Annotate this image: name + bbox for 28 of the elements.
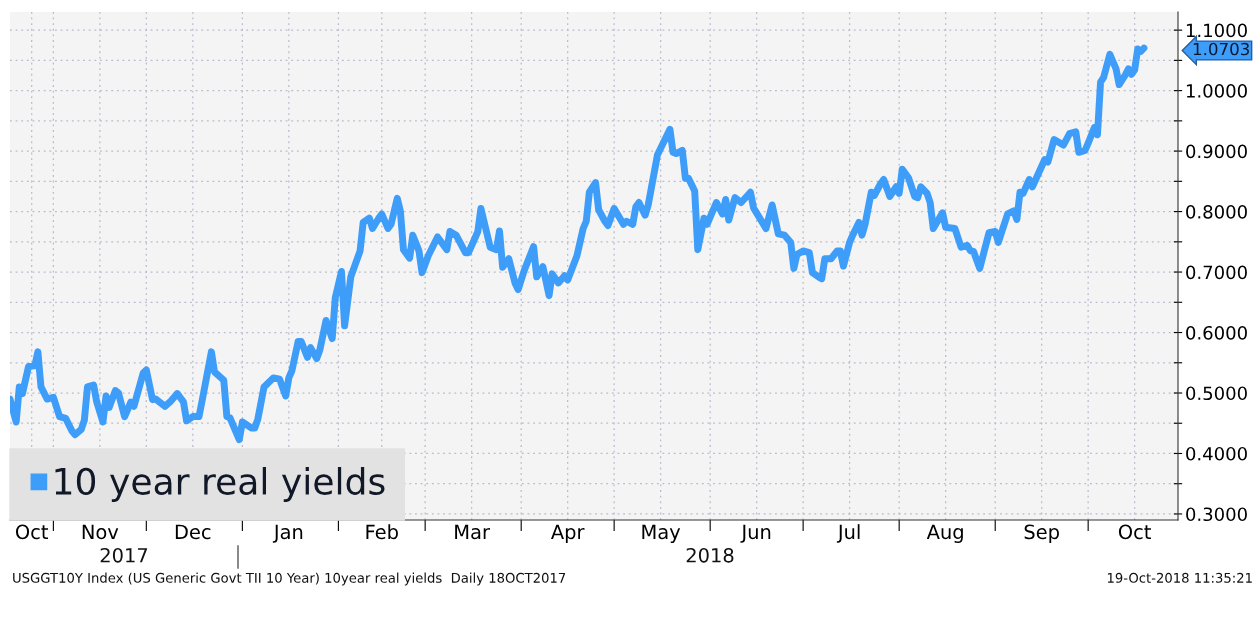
x-tick-label: Jul bbox=[836, 524, 860, 543]
y-tick-label: 0.4000 bbox=[1186, 446, 1247, 461]
x-tick-label: Mar bbox=[455, 524, 490, 540]
y-tick-label: 0.9000 bbox=[1186, 144, 1247, 159]
x-tick-label: Jan bbox=[272, 524, 303, 543]
x-tick-label: Oct bbox=[1118, 524, 1151, 540]
x-tick-label: Dec bbox=[175, 524, 211, 540]
y-tick-label: 0.3000 bbox=[1186, 507, 1247, 522]
y-tick-label: 1.1000 bbox=[1186, 23, 1247, 38]
y-tick-label: 0.5000 bbox=[1186, 386, 1247, 401]
y-tick-label: 1.0000 bbox=[1186, 84, 1247, 98]
x-tick-label: Aug bbox=[926, 524, 963, 543]
x-tick-label: Jun bbox=[740, 524, 771, 543]
y-tick-label: 0.8000 bbox=[1186, 205, 1247, 219]
x-tick-label: Oct bbox=[15, 524, 49, 540]
y-tick-label: 0.7000 bbox=[1186, 265, 1247, 280]
annotation: 1.0703 bbox=[1193, 42, 1249, 56]
x-tick-label: Sep bbox=[1024, 524, 1059, 543]
x-tick-label: Apr bbox=[551, 524, 585, 543]
x-tick-label: Nov bbox=[82, 524, 119, 540]
y-tick-label: 0.6000 bbox=[1186, 325, 1247, 340]
text: USGGT10Y Index (US Generic Govt TII 10 Year) 10year real yields Daily 18OCT2017 bbox=[13, 572, 566, 586]
x-tick-label: May bbox=[642, 524, 681, 543]
legend-label: 10 year real yields bbox=[55, 467, 385, 502]
text: 2017 bbox=[100, 547, 148, 563]
text: 2018 bbox=[686, 547, 734, 563]
text: 19-Oct-2018 11:35:21 bbox=[1107, 572, 1252, 583]
x-tick-label: Feb bbox=[366, 524, 398, 540]
